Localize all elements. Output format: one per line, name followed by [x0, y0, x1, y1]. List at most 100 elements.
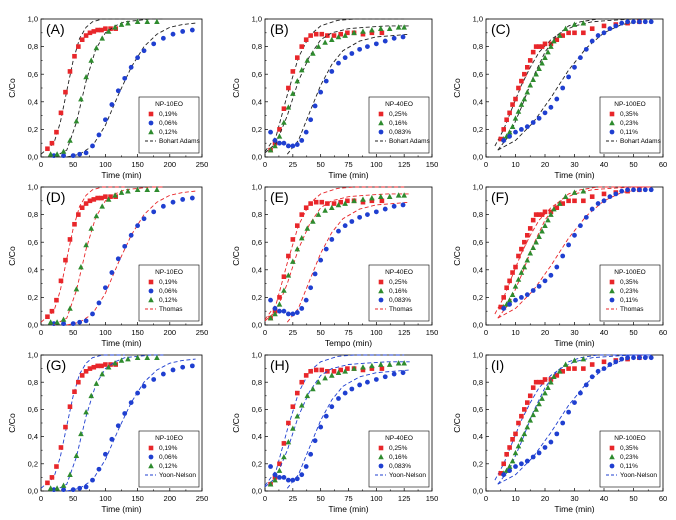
data-point — [267, 481, 274, 487]
data-point — [313, 31, 319, 37]
x-tick-label: 0 — [39, 494, 43, 503]
data-point — [76, 44, 81, 49]
data-point — [272, 138, 278, 143]
data-point — [180, 364, 186, 370]
fit-line-1 — [264, 186, 405, 320]
data-point — [642, 19, 648, 25]
legend-title: NP-100EO — [614, 435, 645, 442]
data-point — [170, 31, 176, 37]
data-point — [524, 458, 530, 464]
data-point — [90, 477, 95, 483]
data-point — [625, 355, 630, 361]
data-series-3 — [268, 34, 406, 149]
data-point — [272, 477, 278, 483]
data-point — [308, 451, 314, 457]
data-point — [382, 38, 388, 44]
data-point — [277, 127, 282, 132]
data-point — [170, 199, 176, 205]
data-point — [580, 356, 587, 362]
data-point — [83, 150, 89, 156]
data-point — [134, 18, 141, 25]
data-point — [562, 193, 569, 199]
fit-line-2 — [66, 358, 196, 492]
y-tick-label: 1,0 — [252, 183, 262, 192]
data-point — [73, 452, 80, 458]
data-point — [373, 377, 379, 382]
x-tick-label: 0 — [39, 328, 43, 337]
data-point — [83, 73, 89, 80]
data-point — [572, 30, 577, 36]
legend-marker — [148, 463, 154, 469]
data-point — [312, 103, 318, 109]
x-axis-title: Tempo (min) — [325, 338, 372, 348]
y-tick-label: 0,4 — [252, 432, 262, 441]
data-point — [115, 88, 121, 94]
data-point — [290, 425, 296, 431]
data-point — [60, 482, 67, 488]
data-point — [83, 484, 89, 490]
data-point — [154, 18, 160, 25]
data-point — [93, 380, 100, 386]
legend-marker — [378, 297, 384, 303]
data-point — [530, 76, 536, 83]
data-point — [571, 21, 578, 27]
data-point — [67, 69, 73, 74]
data-point — [551, 38, 557, 44]
data-point — [631, 187, 636, 193]
data-point — [625, 19, 630, 25]
data-point — [542, 390, 548, 396]
data-point — [277, 308, 282, 314]
data-point — [277, 295, 282, 300]
x-tick-label: 0 — [484, 328, 488, 337]
fit-line-3 — [286, 201, 410, 323]
data-point — [386, 25, 393, 31]
data-point — [395, 360, 402, 366]
fit-line-3 — [53, 18, 164, 158]
legend: NP-10EO 0,19% 0,06% 0,12% Bohart Adams — [138, 96, 201, 154]
data-point — [88, 225, 95, 231]
legend-box — [138, 430, 200, 488]
data-point — [54, 319, 60, 325]
data-point — [304, 57, 311, 63]
data-point — [277, 140, 282, 146]
y-tick-label: 0,4 — [252, 97, 262, 106]
y-tick-label: 0,8 — [252, 42, 262, 51]
data-point — [521, 264, 528, 270]
data-point — [73, 118, 80, 124]
legend-marker — [609, 463, 615, 469]
y-tick-label: 0,2 — [252, 293, 262, 302]
x-tick-label: 75 — [344, 160, 352, 169]
data-point — [365, 212, 370, 218]
data-point — [351, 29, 357, 36]
data-point — [122, 411, 128, 416]
data-point — [312, 271, 318, 277]
x-tick-label: 250 — [196, 160, 209, 169]
x-tick-label: 50 — [316, 494, 324, 503]
legend-title: NP-10EO — [155, 101, 183, 108]
legend-model-label: Bohart Adams — [620, 138, 662, 145]
data-point — [125, 20, 131, 26]
fit-line-1 — [264, 18, 405, 152]
legend-marker — [378, 454, 384, 460]
data-point — [141, 216, 147, 222]
y-tick-label: 1,0 — [252, 15, 262, 24]
data-point — [134, 354, 141, 361]
data-point — [103, 451, 108, 457]
data-point — [516, 420, 521, 426]
data-point — [519, 78, 524, 84]
data-point — [342, 32, 348, 38]
data-point — [625, 187, 630, 193]
legend-marker — [378, 463, 384, 469]
data-point — [338, 367, 344, 373]
data-point — [135, 223, 141, 229]
data-point — [536, 44, 542, 49]
data-point — [144, 18, 151, 25]
data-point — [294, 413, 301, 419]
data-point — [103, 285, 108, 291]
data-point — [329, 237, 335, 242]
data-point — [338, 31, 344, 37]
data-point — [290, 237, 296, 242]
data-point — [400, 202, 406, 208]
data-series-3 — [268, 202, 406, 317]
